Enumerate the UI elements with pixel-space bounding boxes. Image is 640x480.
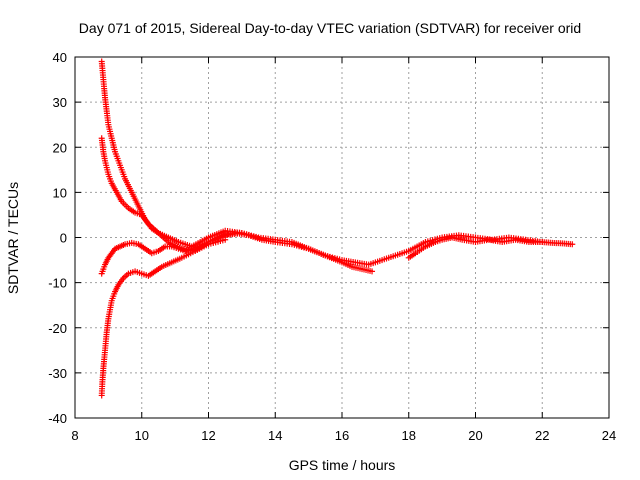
y-tick-label: 30 xyxy=(53,95,67,110)
y-tick-label: 0 xyxy=(60,231,67,246)
y-tick-label: -10 xyxy=(48,276,67,291)
y-tick-label: 20 xyxy=(53,140,67,155)
y-tick-label: -30 xyxy=(48,366,67,381)
data-point xyxy=(569,241,576,248)
x-tick-label: 14 xyxy=(268,428,282,443)
x-tick-label: 24 xyxy=(602,428,616,443)
y-axis-label: SDTVAR / TECUs xyxy=(5,182,21,294)
series-track-c xyxy=(98,229,245,277)
x-tick-label: 16 xyxy=(335,428,349,443)
y-tick-label: 40 xyxy=(53,50,67,65)
x-tick-label: 10 xyxy=(135,428,149,443)
x-tick-label: 12 xyxy=(201,428,215,443)
x-tick-label: 8 xyxy=(71,428,78,443)
series-track-b xyxy=(98,135,376,275)
grid-layer xyxy=(75,57,609,418)
x-tick-label: 22 xyxy=(535,428,549,443)
data-point xyxy=(222,236,229,243)
data-point xyxy=(369,268,376,275)
series-track-e xyxy=(405,234,576,261)
chart-title: Day 071 of 2015, Sidereal Day-to-day VTE… xyxy=(79,20,581,36)
y-tick-label: -40 xyxy=(48,411,67,426)
plot-frame xyxy=(74,56,610,419)
y-tick-label: -20 xyxy=(48,321,67,336)
data-layer xyxy=(98,58,576,399)
x-tick-label: 18 xyxy=(402,428,416,443)
ticks-layer: 8 10 12 14 16 18 20 22 24 -40 -30 -20 -10 0 10 20 30 40 xyxy=(48,50,616,443)
x-axis-label: GPS time / hours xyxy=(289,457,396,473)
x-tick-label: 20 xyxy=(468,428,482,443)
y-tick-label: 10 xyxy=(53,185,67,200)
data-point xyxy=(238,229,245,236)
series-track-d xyxy=(98,236,229,399)
